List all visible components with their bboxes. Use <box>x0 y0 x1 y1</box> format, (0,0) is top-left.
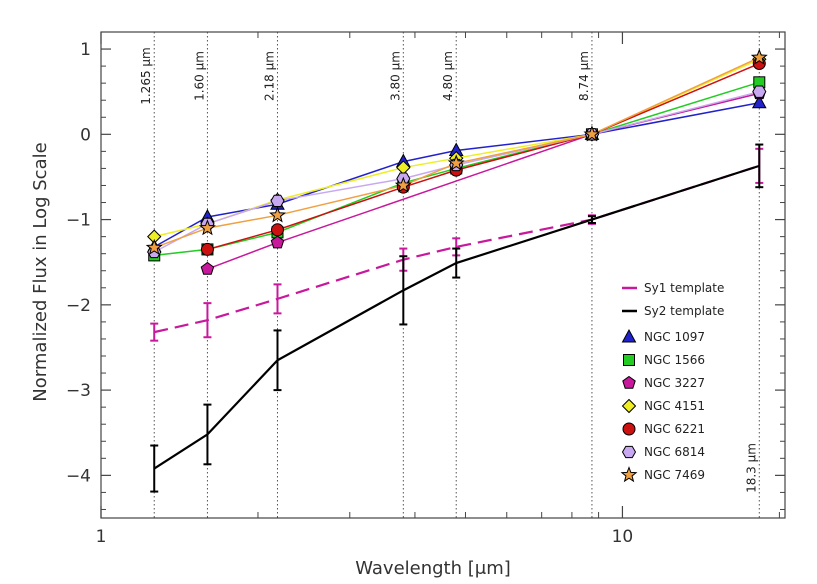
plot-frame <box>100 31 786 519</box>
data-point <box>750 48 768 65</box>
series-line <box>207 62 760 251</box>
data-point <box>270 194 285 207</box>
y-tick-label: 0 <box>80 125 91 145</box>
wavelength-label: 4.80 μm <box>441 51 455 101</box>
data-point <box>269 206 286 223</box>
series-line <box>207 92 760 270</box>
legend-label: NGC 6814 <box>644 445 705 459</box>
legend-label: NGC 6221 <box>644 422 705 436</box>
data-point <box>270 235 285 249</box>
legend-label: NGC 4151 <box>644 399 705 413</box>
y-tick-label: −4 <box>66 466 91 486</box>
legend-label: NGC 3227 <box>644 376 705 390</box>
data-point <box>200 242 214 256</box>
legend-marker <box>622 375 636 389</box>
data-point <box>447 154 465 171</box>
y-axis-title: Normalized Flux in Log Scale <box>30 142 51 401</box>
y-tick-label: −3 <box>66 381 91 401</box>
data-point <box>270 223 284 237</box>
wavelength-label: 18.3 μm <box>744 443 758 493</box>
data-point <box>394 176 412 193</box>
wavelength-label: 3.80 μm <box>388 51 402 101</box>
x-tick-label: 1 <box>96 527 107 547</box>
plot-area: 1.265 μm 1.60 μm 2.18 μm 3.80 μm 4.80 μm 8.74… <box>66 31 786 547</box>
wavelength-label: 1.265 μm <box>139 47 153 105</box>
legend-marker <box>621 445 637 459</box>
data-point <box>751 94 767 109</box>
x-tick-label: 10 <box>612 527 634 547</box>
y-tick-label: −2 <box>66 296 91 316</box>
wavelength-label: 2.18 μm <box>262 51 276 101</box>
data-point <box>198 219 216 236</box>
legend-label: NGC 1566 <box>644 353 705 367</box>
legend-marker <box>620 466 638 483</box>
legend-label: NGC 7469 <box>644 468 705 482</box>
legend-marker <box>621 398 637 414</box>
legend-marker <box>622 422 636 436</box>
legend-marker <box>623 354 635 366</box>
x-axis-title: Wavelength [μm] <box>355 558 511 579</box>
data-point <box>583 125 601 142</box>
y-tick-label: −1 <box>66 211 91 231</box>
legend-label: Sy2 template <box>644 304 724 318</box>
legend: Sy1 template Sy2 template NGC 1097 NGC 1566… <box>620 281 724 483</box>
y-tick-label: 1 <box>80 40 91 60</box>
data-point <box>200 261 215 275</box>
legend-label: NGC 1097 <box>644 330 705 344</box>
wavelength-label: 8.74 μm <box>577 51 591 101</box>
wavelength-label: 1.60 μm <box>192 51 206 101</box>
legend-marker <box>621 328 637 343</box>
legend-label: Sy1 template <box>644 281 724 295</box>
data-point <box>145 238 163 255</box>
data-point <box>752 85 767 98</box>
